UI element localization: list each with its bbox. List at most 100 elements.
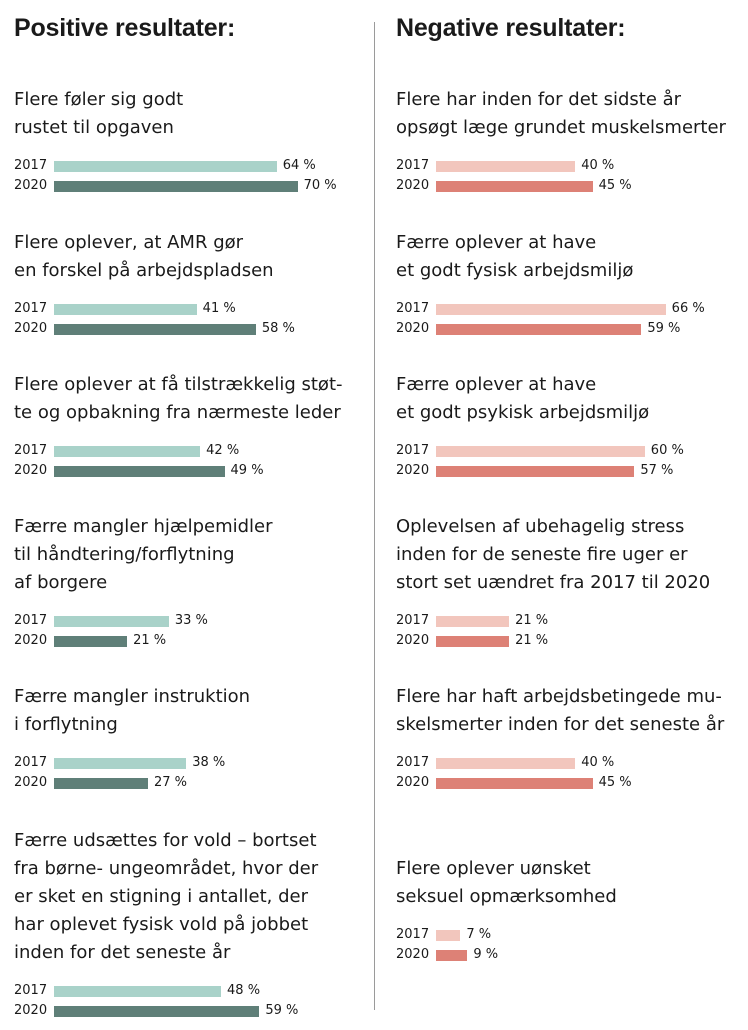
bar-row-2017: 2017 48 %: [14, 983, 364, 1003]
item-title: Færre mangler hjælpemidler til håndterin…: [14, 516, 273, 593]
value-label: 42 %: [206, 443, 240, 458]
bar-2020: [54, 1006, 260, 1017]
positive-item-6: Færre udsættes for vold – bortset fra bø…: [14, 827, 364, 1023]
value-label: 9 %: [473, 947, 499, 962]
positive-item-2: Flere oplever, at AMR gør en forskel på …: [14, 229, 364, 341]
bar-row-2020: 2020 49 %: [14, 463, 364, 483]
bar-2017: [436, 304, 666, 315]
negative-item-1: Flere har inden for det sidste år opsøgt…: [396, 86, 746, 198]
positive-item-1: Flere føler sig godt rustet til opgaven 2…: [14, 86, 364, 198]
year-label: 2020: [396, 633, 430, 648]
bar-row-2020: 2020 45 %: [396, 178, 746, 198]
bar-row-2017: 2017 60 %: [396, 443, 746, 463]
year-label: 2017: [396, 755, 430, 770]
value-label: 41 %: [202, 301, 236, 316]
item-title: Flere har inden for det sidste år opsøgt…: [396, 89, 726, 138]
bar-row-2020: 2020 59 %: [396, 321, 746, 341]
bar-row-2017: 2017 64 %: [14, 158, 364, 178]
bar-row-2017: 2017 33 %: [14, 613, 364, 633]
negative-item-5: Flere har haft arbejdsbetingede mu- skel…: [396, 683, 746, 795]
bar-2020: [436, 950, 468, 961]
item-title: Færre udsættes for vold – bortset fra bø…: [14, 830, 319, 963]
bar-row-2020: 2020 58 %: [14, 321, 364, 341]
year-label: 2017: [396, 158, 430, 173]
value-label: 45 %: [598, 775, 632, 790]
negative-item-3: Færre oplever at have et godt psykisk ar…: [396, 371, 746, 483]
year-label: 2017: [14, 158, 48, 173]
item-title: Flere har haft arbejdsbetingede mu- skel…: [396, 686, 725, 735]
bar-2020: [436, 636, 510, 647]
value-label: 40 %: [581, 755, 615, 770]
value-label: 40 %: [581, 158, 615, 173]
item-title: Færre mangler instruktion i forflytning: [14, 686, 251, 735]
year-label: 2020: [14, 775, 48, 790]
bar-2017: [436, 161, 576, 172]
year-label: 2020: [14, 1003, 48, 1018]
bar-2017: [54, 161, 277, 172]
year-label: 2017: [396, 443, 430, 458]
bar-row-2017: 2017 66 %: [396, 301, 746, 321]
bar-row-2017: 2017 42 %: [14, 443, 364, 463]
year-label: 2020: [396, 321, 430, 336]
positive-item-4: Færre mangler hjælpemidler til håndterin…: [14, 513, 364, 653]
year-label: 2017: [14, 983, 48, 998]
bar-row-2020: 2020 21 %: [14, 633, 364, 653]
column-divider: [374, 22, 375, 1010]
bar-2017: [436, 446, 645, 457]
value-label: 59 %: [647, 321, 681, 336]
bar-row-2017: 2017 40 %: [396, 158, 746, 178]
year-label: 2020: [14, 178, 48, 193]
positive-item-5: Færre mangler instruktion i forflytning 2…: [14, 683, 364, 795]
bar-2017: [54, 446, 201, 457]
year-label: 2017: [396, 301, 430, 316]
year-label: 2020: [396, 775, 430, 790]
bar-row-2017: 2017 21 %: [396, 613, 746, 633]
value-label: 66 %: [671, 301, 705, 316]
negative-item-6: Flere oplever uønsket seksuel opmærksomh…: [396, 855, 746, 967]
year-label: 2020: [396, 947, 430, 962]
bar-2017: [54, 304, 197, 315]
negative-item-2: Færre oplever at have et godt fysisk arb…: [396, 229, 746, 341]
value-label: 7 %: [466, 927, 492, 942]
value-label: 38 %: [192, 755, 226, 770]
value-label: 27 %: [153, 775, 187, 790]
bar-2020: [436, 181, 593, 192]
bar-row-2020: 2020 59 %: [14, 1003, 364, 1023]
item-title: Flere oplever at få tilstrækkelig støt- …: [14, 374, 343, 423]
positive-item-3: Flere oplever at få tilstrækkelig støt- …: [14, 371, 364, 483]
year-label: 2017: [14, 613, 48, 628]
bar-2020: [54, 636, 128, 647]
value-label: 64 %: [282, 158, 316, 173]
value-label: 70 %: [303, 178, 337, 193]
year-label: 2020: [14, 321, 48, 336]
value-label: 21 %: [515, 613, 549, 628]
bar-row-2020: 2020 45 %: [396, 775, 746, 795]
item-title: Flere oplever uønsket seksuel opmærksomh…: [396, 858, 617, 907]
value-label: 48 %: [227, 983, 261, 998]
bar-row-2020: 2020 9 %: [396, 947, 746, 967]
bar-2020: [54, 324, 256, 335]
bar-row-2017: 2017 41 %: [14, 301, 364, 321]
value-label: 45 %: [598, 178, 632, 193]
value-label: 49 %: [230, 463, 264, 478]
bar-2020: [436, 466, 635, 477]
year-label: 2017: [14, 443, 48, 458]
bar-row-2017: 2017 40 %: [396, 755, 746, 775]
year-label: 2017: [14, 755, 48, 770]
year-label: 2020: [396, 178, 430, 193]
bar-row-2017: 2017 38 %: [14, 755, 364, 775]
value-label: 60 %: [650, 443, 684, 458]
bar-2017: [436, 758, 576, 769]
bar-row-2017: 2017 7 %: [396, 927, 746, 947]
bar-2017: [436, 616, 510, 627]
value-label: 33 %: [174, 613, 208, 628]
value-label: 21 %: [515, 633, 549, 648]
value-label: 58 %: [261, 321, 295, 336]
bar-2020: [54, 466, 225, 477]
bar-2020: [436, 778, 593, 789]
year-label: 2020: [14, 463, 48, 478]
bar-2020: [54, 778, 148, 789]
negative-item-4: Oplevelsen af ubehagelig stress inden fo…: [396, 513, 746, 653]
bar-2017: [436, 930, 461, 941]
year-label: 2020: [14, 633, 48, 648]
